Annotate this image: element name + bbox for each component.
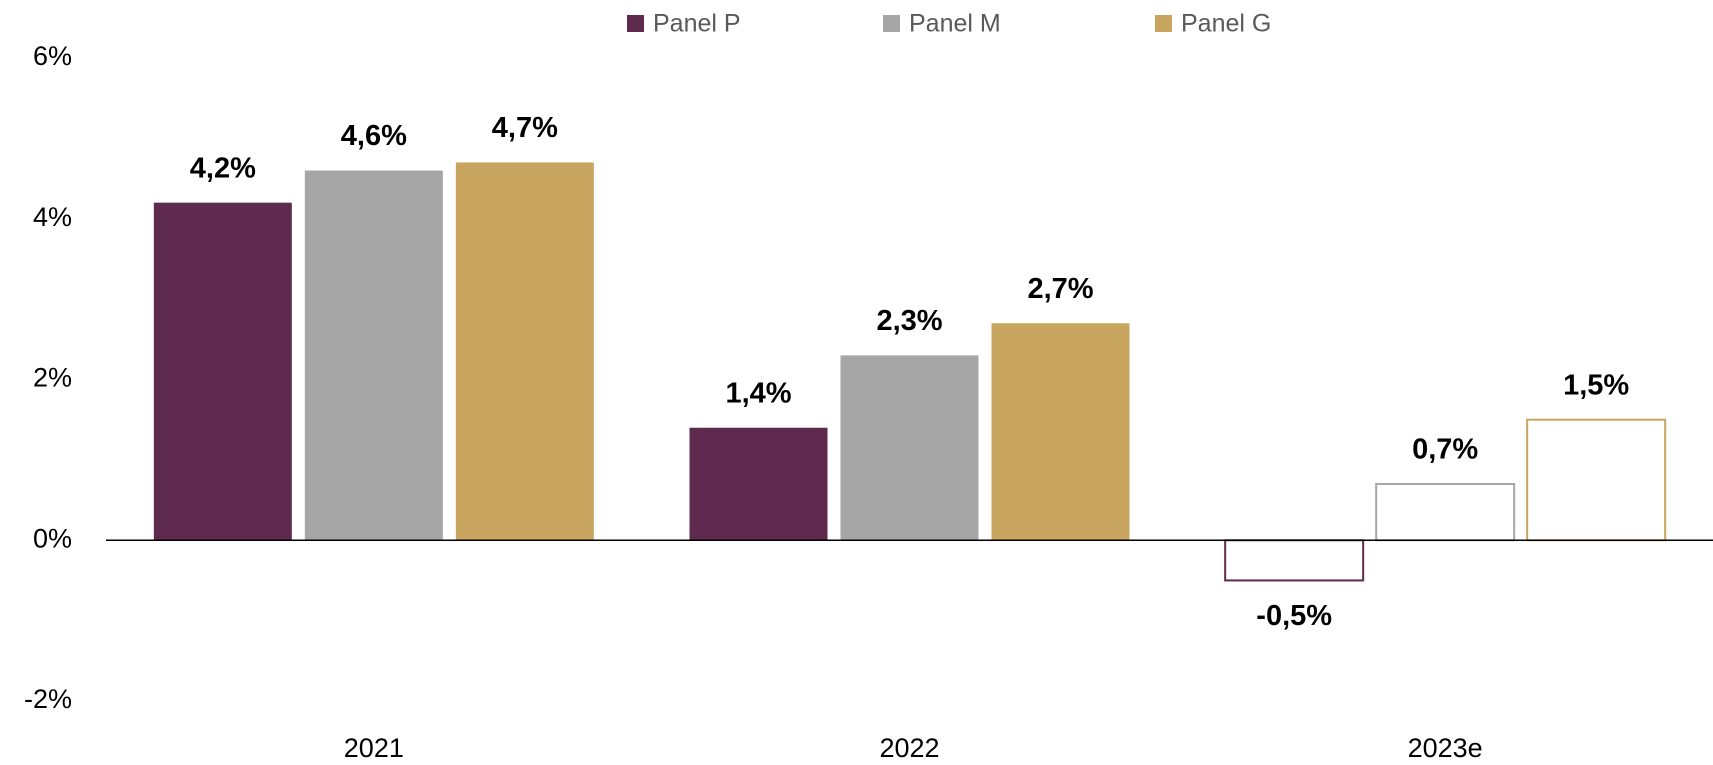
x-tick-label: 2023e: [1408, 733, 1483, 763]
bar: [304, 170, 443, 541]
legend-marker: [883, 15, 900, 32]
legend-marker: [1155, 15, 1172, 32]
data-label: 4,6%: [341, 120, 407, 152]
bar: [1375, 482, 1516, 542]
bar: [840, 355, 979, 541]
y-tick-label: -2%: [24, 684, 72, 714]
x-tick-label: 2022: [879, 733, 939, 763]
data-label: 1,5%: [1563, 369, 1629, 401]
y-tick-label: 4%: [33, 202, 72, 232]
bar: [455, 162, 594, 541]
legend-marker: [627, 15, 644, 32]
data-label: 2,7%: [1027, 273, 1093, 305]
data-label: 4,2%: [190, 152, 256, 184]
y-tick-label: 0%: [33, 523, 72, 553]
data-label: 4,7%: [492, 112, 558, 144]
bar: [1224, 539, 1365, 582]
bar: [689, 427, 828, 541]
data-label: -0,5%: [1256, 600, 1332, 632]
legend-label: Panel G: [1181, 10, 1271, 38]
bar: [153, 202, 292, 541]
data-label: 2,3%: [876, 305, 942, 337]
bar: [1526, 418, 1667, 542]
data-label: 1,4%: [725, 377, 791, 409]
x-tick-label: 2021: [344, 733, 404, 763]
y-tick-label: 6%: [33, 41, 72, 71]
y-tick-label: 2%: [33, 363, 72, 393]
legend-label: Panel M: [909, 10, 1001, 38]
data-label: 0,7%: [1412, 434, 1478, 466]
legend-label: Panel P: [653, 10, 741, 38]
bar: [991, 323, 1130, 541]
